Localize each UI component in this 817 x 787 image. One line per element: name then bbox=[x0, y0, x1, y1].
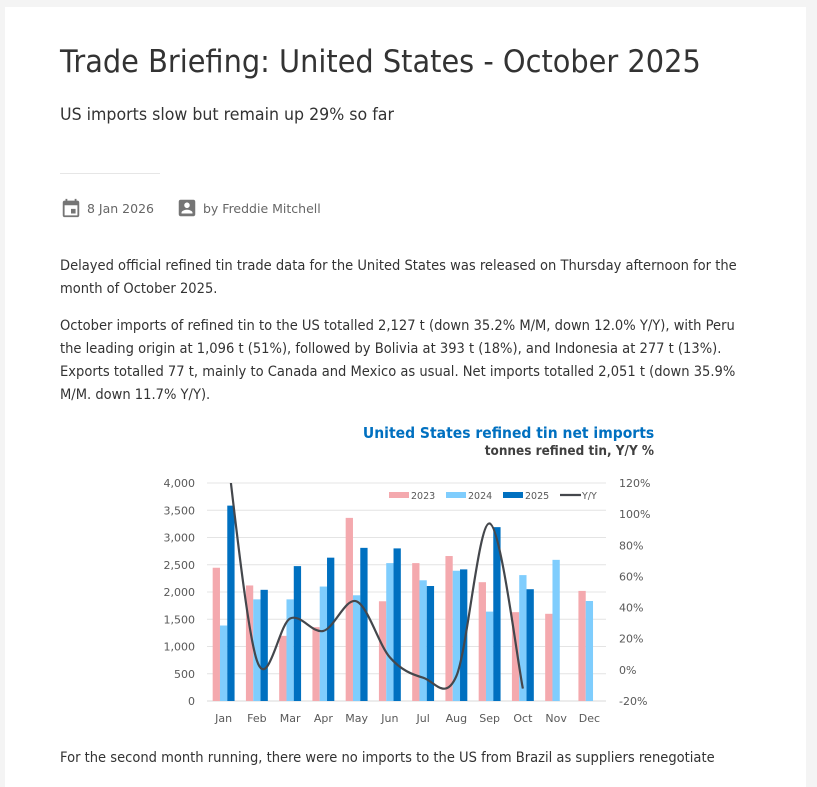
person-icon bbox=[178, 199, 196, 217]
date-text: 8 Jan 2026 bbox=[87, 200, 154, 216]
title-divider bbox=[60, 173, 160, 174]
paragraph-line: month of October 2025. bbox=[60, 281, 218, 297]
page-title: Trade Briefing: United States - October … bbox=[60, 44, 701, 80]
paragraph-line: For the second month running, there were… bbox=[60, 750, 715, 766]
paragraph-line: M/M. down 11.7% Y/Y). bbox=[60, 387, 211, 403]
paragraph-line: the leading origin at 1,096 t (51%), fol… bbox=[60, 341, 722, 357]
author[interactable]: by Freddie Mitchell bbox=[176, 197, 321, 219]
paragraph-brazil: For the second month running, there were… bbox=[60, 747, 760, 770]
paragraph-intro: Delayed official refined tin trade data … bbox=[60, 255, 760, 301]
article-meta: 8 Jan 2026 by Freddie Mitchell bbox=[60, 196, 321, 220]
paragraph-imports: October imports of refined tin to the US… bbox=[60, 315, 760, 407]
paragraph-line: Delayed official refined tin trade data … bbox=[60, 258, 737, 274]
article-subtitle: US imports slow but remain up 29% so far bbox=[60, 105, 394, 125]
paragraph-line: Exports totalled 77 t, mainly to Canada … bbox=[60, 364, 736, 380]
author-link[interactable]: by Freddie Mitchell bbox=[202, 200, 321, 216]
calendar-icon bbox=[62, 198, 80, 218]
chart-title: United States refined tin net imports bbox=[362, 424, 654, 442]
publish-date: 8 Jan 2026 bbox=[60, 197, 154, 219]
paragraph-line: October imports of refined tin to the US… bbox=[60, 318, 735, 334]
chart-subtitle: tonnes refined tin, Y/Y % bbox=[484, 444, 654, 459]
